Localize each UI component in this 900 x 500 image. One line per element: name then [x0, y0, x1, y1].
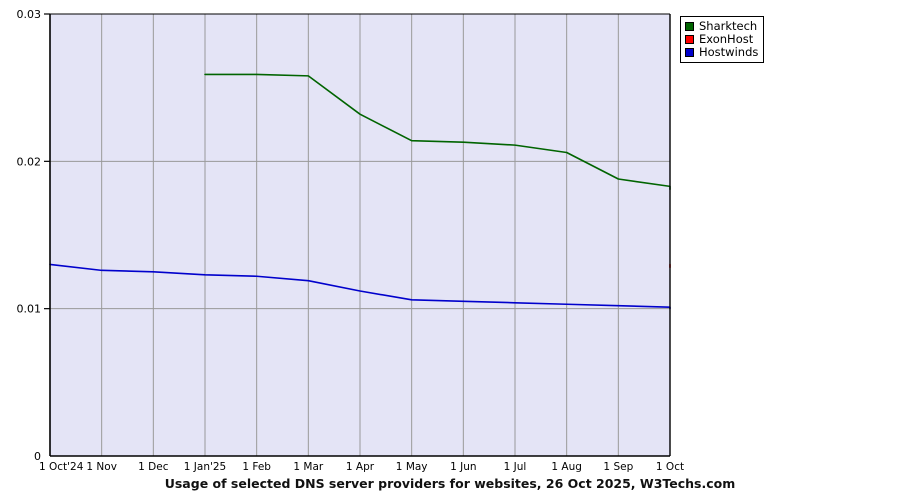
- svg-text:1 Apr: 1 Apr: [346, 461, 375, 473]
- svg-text:1 Oct: 1 Oct: [656, 461, 684, 473]
- chart-title: Usage of selected DNS server providers f…: [164, 476, 736, 491]
- legend-swatch-hostwinds: [685, 48, 694, 57]
- svg-text:0.03: 0.03: [17, 8, 42, 21]
- svg-text:1 Nov: 1 Nov: [86, 461, 117, 473]
- svg-text:1 Jul: 1 Jul: [504, 461, 527, 473]
- legend-label-hostwinds: Hostwinds: [699, 45, 759, 59]
- svg-text:1 Jan'25: 1 Jan'25: [184, 461, 226, 473]
- svg-text:1 Oct'24: 1 Oct'24: [39, 461, 84, 473]
- chart-legend: Sharktech ExonHost Hostwinds: [680, 16, 765, 63]
- svg-text:1 Mar: 1 Mar: [293, 461, 324, 473]
- legend-item-hostwinds[interactable]: Hostwinds: [685, 46, 758, 59]
- svg-text:1 Jun: 1 Jun: [450, 461, 476, 473]
- legend-label-sharktech: Sharktech: [699, 19, 758, 33]
- svg-text:1 Aug: 1 Aug: [551, 461, 582, 473]
- legend-item-exonhost[interactable]: ExonHost: [685, 33, 758, 46]
- legend-label-exonhost: ExonHost: [699, 32, 754, 46]
- svg-text:1 Dec: 1 Dec: [138, 461, 169, 473]
- svg-text:0: 0: [34, 450, 41, 463]
- svg-text:1 Sep: 1 Sep: [603, 461, 633, 473]
- legend-item-sharktech[interactable]: Sharktech: [685, 20, 758, 33]
- svg-text:1 Feb: 1 Feb: [242, 461, 271, 473]
- legend-swatch-sharktech: [685, 22, 694, 31]
- svg-text:1 May: 1 May: [396, 461, 428, 473]
- legend-swatch-exonhost: [685, 35, 694, 44]
- svg-text:0.01: 0.01: [17, 303, 42, 316]
- svg-text:0.02: 0.02: [17, 155, 42, 168]
